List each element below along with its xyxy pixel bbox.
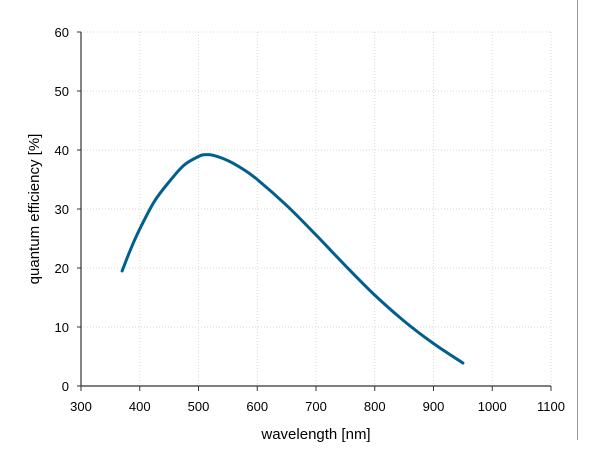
x-tick-label: 600	[246, 399, 268, 414]
y-tick-label: 40	[55, 143, 69, 158]
y-tick-label: 20	[55, 261, 69, 276]
axes	[77, 31, 552, 391]
grid	[81, 31, 552, 386]
x-tick-label: 900	[423, 399, 445, 414]
x-tick-label: 700	[305, 399, 327, 414]
x-tick-label: 1000	[478, 399, 507, 414]
series-line	[120, 153, 465, 365]
y-axis-label: quantum efficiency [%]	[26, 134, 43, 285]
x-tick-label: 400	[129, 399, 151, 414]
x-tick-label: 500	[188, 399, 210, 414]
y-tick-label: 10	[55, 320, 69, 335]
y-tick-label: 0	[62, 379, 69, 394]
x-axis-label: wavelength [nm]	[260, 426, 370, 443]
tick-labels: 300 400 500 600 700 800 900 1000 1100 0 10 20 30 40 50…	[55, 25, 565, 414]
y-tick-label: 60	[55, 25, 69, 40]
x-tick-label: 300	[70, 399, 92, 414]
x-tick-label: 1100	[537, 399, 565, 414]
x-tick-label: 800	[364, 399, 386, 414]
series	[120, 153, 465, 365]
y-tick-label: 50	[55, 84, 69, 99]
y-tick-label: 30	[55, 202, 69, 217]
